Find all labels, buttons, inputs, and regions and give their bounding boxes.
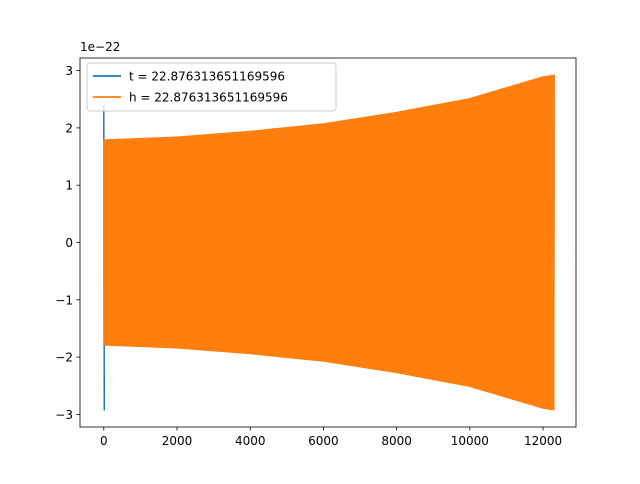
y-axis: 3 2 1 0 −1 −2 −3 bbox=[55, 64, 80, 422]
series-line-h bbox=[103, 74, 555, 411]
y-tick-label: 0 bbox=[65, 236, 73, 250]
x-tick-label: 4000 bbox=[235, 434, 266, 448]
x-tick-label: 12000 bbox=[524, 434, 562, 448]
x-tick-label: 0 bbox=[100, 434, 108, 448]
x-tick-label: 6000 bbox=[308, 434, 339, 448]
y-scale-label: 1e−22 bbox=[80, 40, 120, 54]
legend-box bbox=[86, 62, 337, 112]
x-tick-label: 8000 bbox=[381, 434, 412, 448]
x-tick-label: 10000 bbox=[451, 434, 489, 448]
legend-label-t: t = 22.876313651169596 bbox=[129, 70, 285, 84]
x-axis: 0 2000 4000 6000 8000 10000 12000 bbox=[100, 427, 562, 448]
legend-label-h: h = 22.876313651169596 bbox=[129, 91, 288, 105]
legend: t = 22.876313651169596 h = 22.8763136511… bbox=[86, 62, 337, 112]
y-tick-label: 2 bbox=[65, 121, 73, 135]
y-tick-label: −3 bbox=[55, 408, 73, 422]
y-tick-label: 3 bbox=[65, 64, 73, 78]
y-tick-label: 1 bbox=[65, 179, 73, 193]
y-tick-label: −1 bbox=[55, 293, 73, 307]
x-tick-label: 2000 bbox=[162, 434, 193, 448]
plot-area bbox=[103, 74, 555, 411]
y-tick-label: −2 bbox=[55, 351, 73, 365]
